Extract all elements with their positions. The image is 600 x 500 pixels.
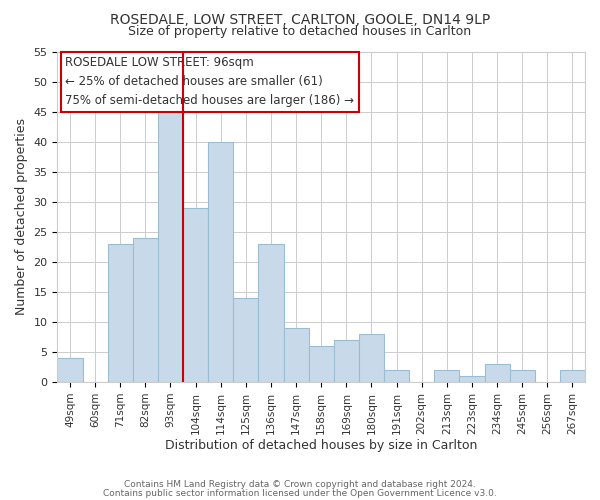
Y-axis label: Number of detached properties: Number of detached properties [15, 118, 28, 316]
Bar [334, 340, 359, 382]
Bar [359, 334, 384, 382]
Text: ROSEDALE, LOW STREET, CARLTON, GOOLE, DN14 9LP: ROSEDALE, LOW STREET, CARLTON, GOOLE, DN… [110, 12, 490, 26]
Text: ROSEDALE LOW STREET: 96sqm
← 25% of detached houses are smaller (61)
75% of semi: ROSEDALE LOW STREET: 96sqm ← 25% of deta… [65, 56, 355, 108]
Text: Contains public sector information licensed under the Open Government Licence v3: Contains public sector information licen… [103, 488, 497, 498]
Bar [158, 106, 183, 382]
Bar [133, 238, 158, 382]
Bar [560, 370, 585, 382]
Bar [58, 358, 83, 382]
Bar [208, 142, 233, 382]
Bar [434, 370, 460, 382]
Text: Contains HM Land Registry data © Crown copyright and database right 2024.: Contains HM Land Registry data © Crown c… [124, 480, 476, 489]
Bar [107, 244, 133, 382]
Bar [233, 298, 259, 382]
Bar [259, 244, 284, 382]
Bar [308, 346, 334, 382]
Bar [509, 370, 535, 382]
Bar [485, 364, 509, 382]
Text: Size of property relative to detached houses in Carlton: Size of property relative to detached ho… [128, 25, 472, 38]
Bar [460, 376, 485, 382]
Bar [384, 370, 409, 382]
Bar [284, 328, 308, 382]
Bar [183, 208, 208, 382]
X-axis label: Distribution of detached houses by size in Carlton: Distribution of detached houses by size … [165, 440, 478, 452]
